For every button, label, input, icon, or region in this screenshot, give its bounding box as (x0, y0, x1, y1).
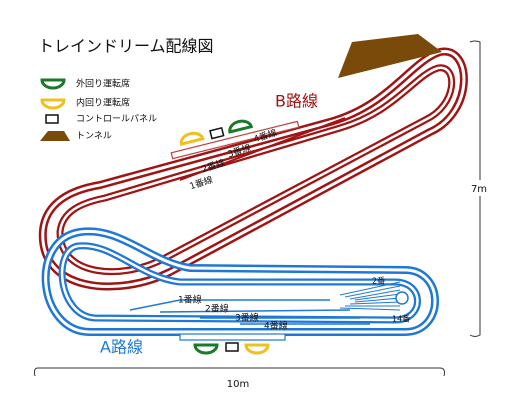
a-platform (179, 333, 286, 341)
dim-bg (466, 180, 492, 196)
a-route (41, 227, 439, 336)
legend-label: コントロールパネル (76, 114, 157, 125)
yard-label: 2番 (372, 276, 385, 286)
legend-label: 外回り運転席 (76, 78, 130, 90)
b-platform (170, 119, 300, 160)
inner-seat (244, 343, 270, 355)
a-track-label: 3番線 (235, 312, 259, 324)
width-label: 10m (227, 379, 249, 390)
legend-tunnel (40, 131, 70, 141)
legend-label: 内回り運転席 (76, 97, 130, 109)
a-track-label: 1番線 (178, 294, 202, 306)
a-track-label: 4番線 (264, 320, 288, 332)
route-name: A路線 (100, 338, 143, 357)
legend-inner-seat (40, 98, 66, 110)
legend-panel (45, 114, 59, 124)
route-name: B路線 (275, 92, 318, 111)
title: トレインドリーム配線図 (38, 37, 214, 56)
legend-label: トンネル (76, 131, 112, 142)
legend-outer-seat (40, 78, 66, 90)
b-route (38, 47, 468, 291)
control-panel (225, 342, 239, 352)
a-track-label: 2番線 (205, 303, 229, 315)
yard-label: 14番 (392, 314, 410, 324)
tunnel (338, 34, 442, 78)
height-label: 7m (471, 184, 487, 195)
outer-seat (193, 343, 219, 355)
